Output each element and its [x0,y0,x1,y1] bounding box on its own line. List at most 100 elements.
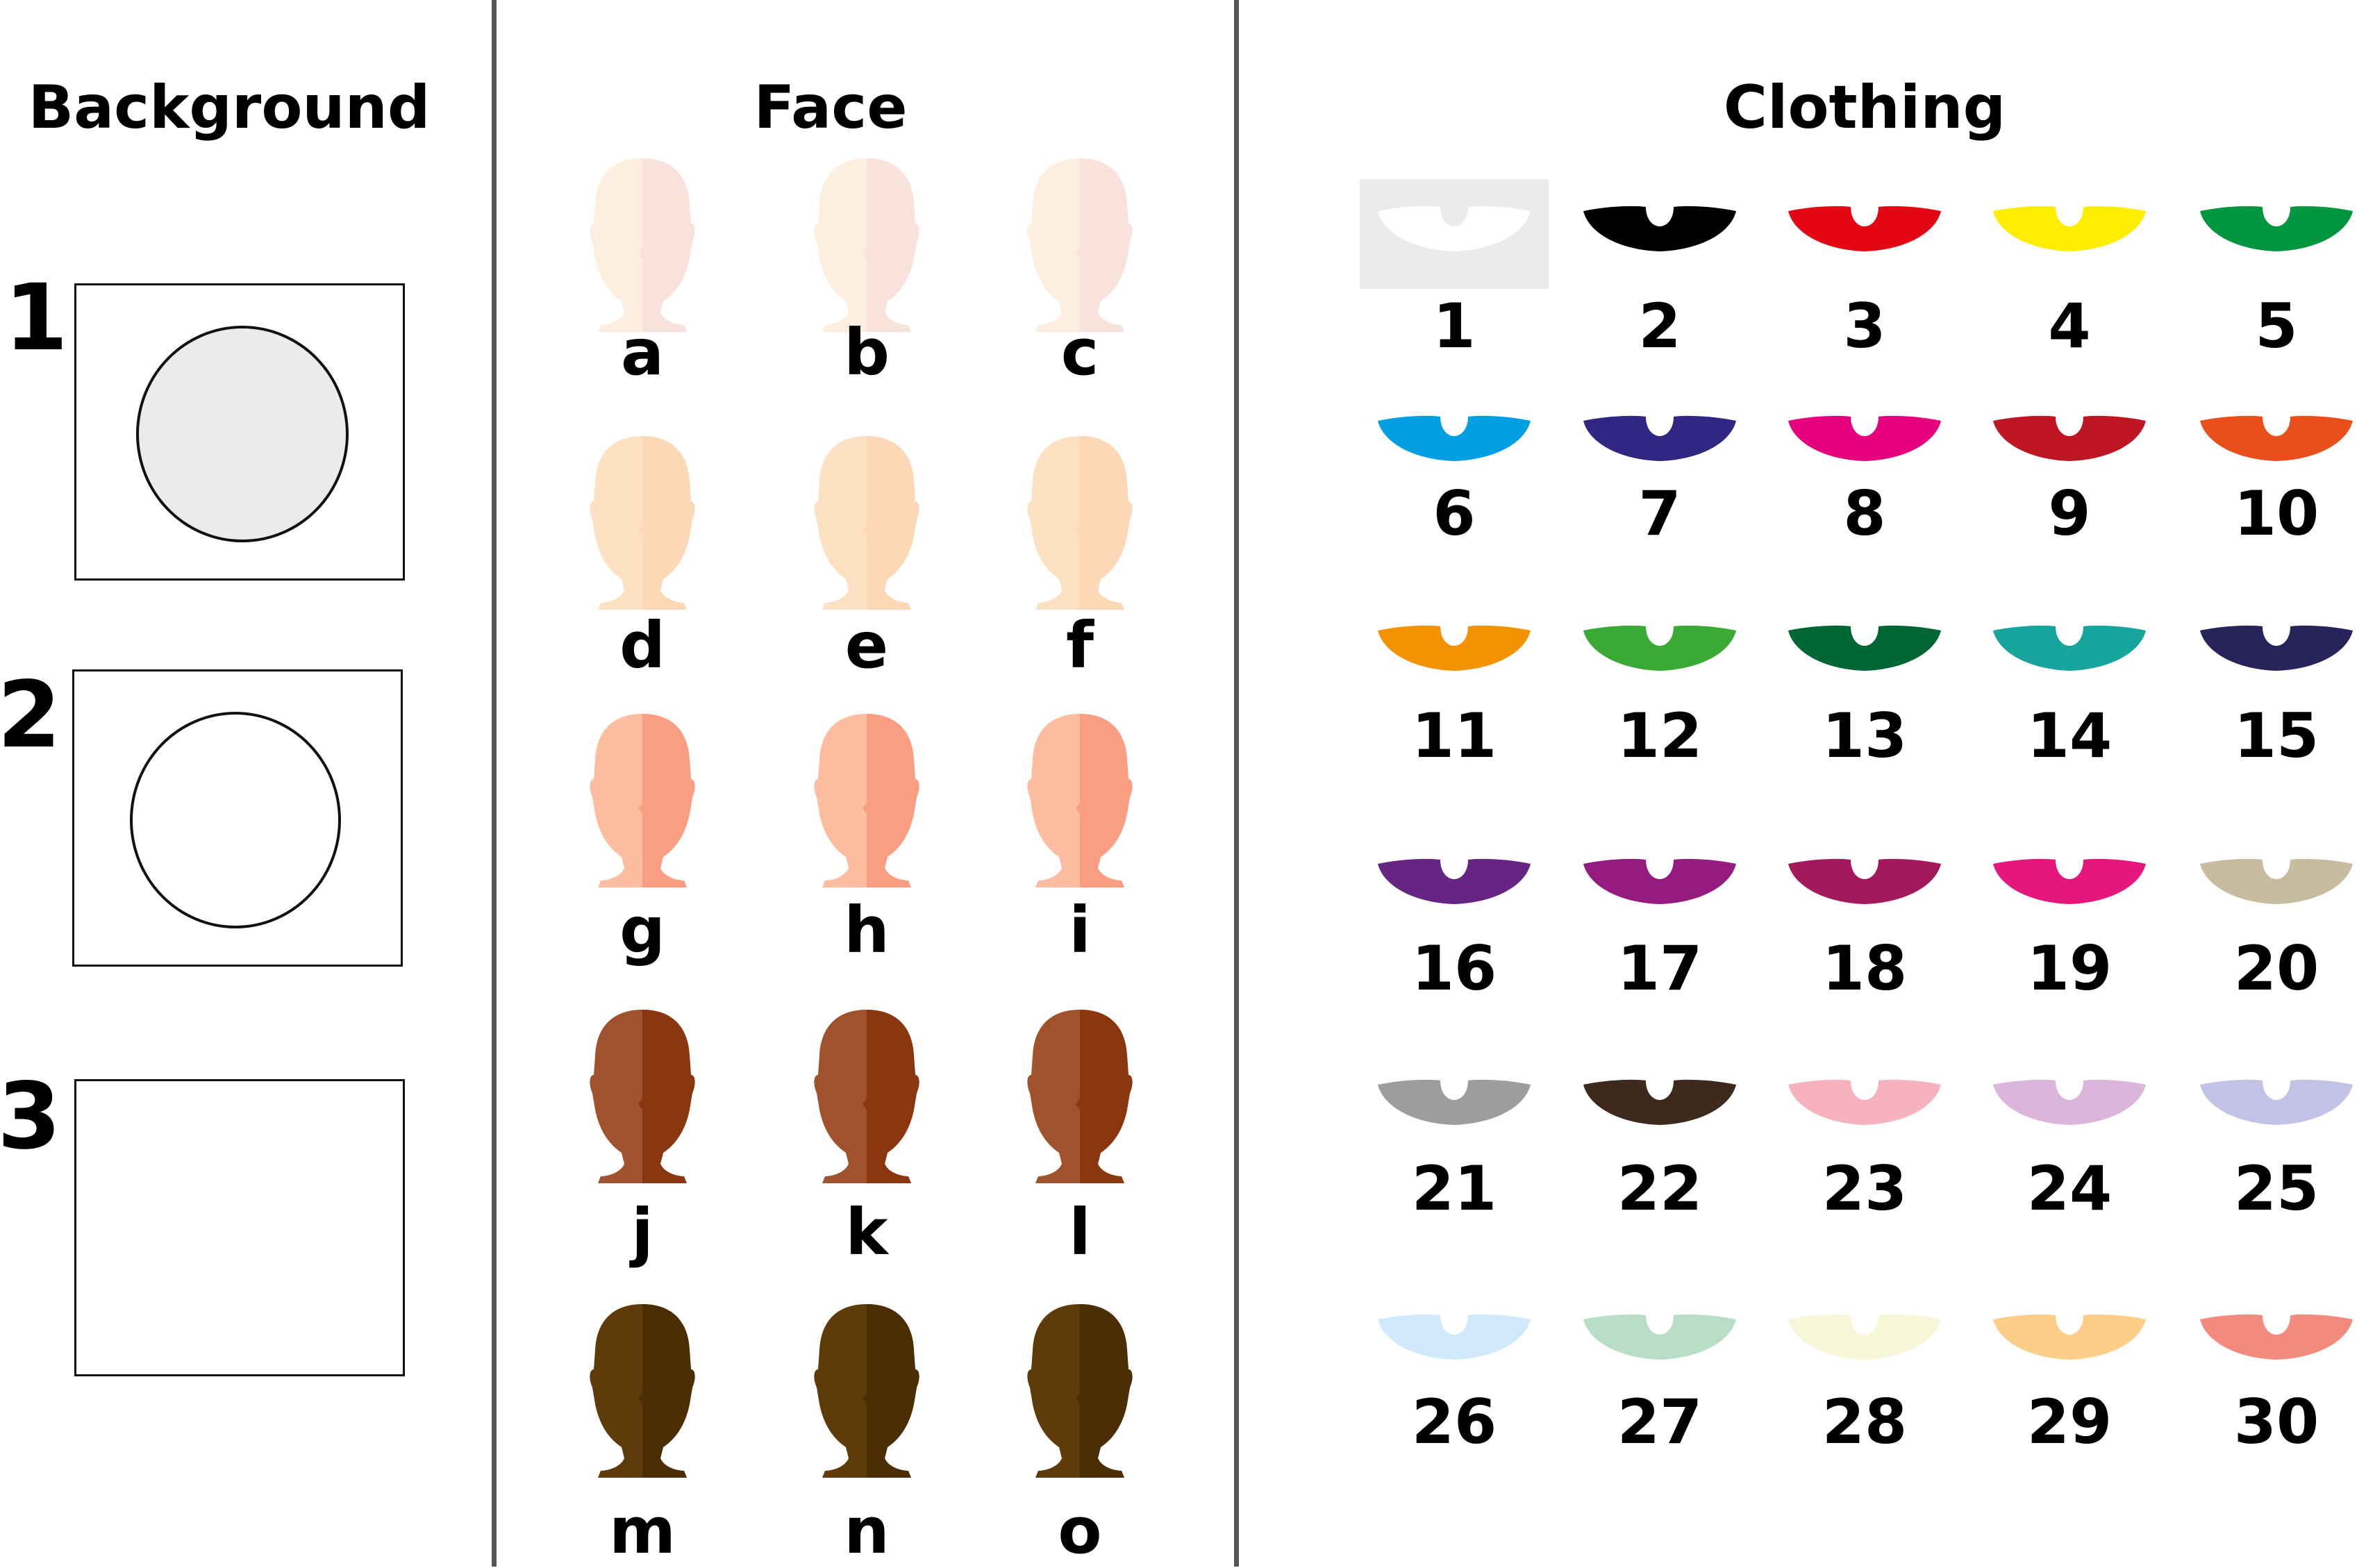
shirt-collar-icon [1788,858,1941,904]
clothing-option-1[interactable] [1376,204,1532,254]
clothing-option-26[interactable] [1376,1312,1532,1362]
clothing-option-20[interactable] [2199,857,2354,907]
background-circle [130,712,341,928]
clothing-option-label: 15 [2233,700,2319,772]
clothing-option-label: 21 [1411,1153,1497,1224]
background-option-1[interactable] [74,283,405,581]
clothing-option-10[interactable] [2199,414,2354,464]
clothing-option-label: 5 [2255,290,2298,362]
clothing-option-label: 7 [1638,478,1681,549]
face-option-label: d [619,608,665,683]
face-option-f[interactable] [1024,432,1135,612]
clothing-option-18[interactable] [1787,857,1942,907]
shirt-collar-icon [1993,1079,2146,1125]
clothing-heading: Clothing [1723,73,2006,142]
background-option-number: 2 [0,662,61,769]
head-silhouette-icon [1027,1304,1133,1478]
clothing-option-label: 17 [1617,933,1703,1004]
shirt-collar-icon [1378,1079,1531,1125]
face-option-d[interactable] [587,432,698,612]
clothing-option-14[interactable] [1992,624,2147,674]
clothing-option-4[interactable] [1992,204,2147,254]
face-option-e[interactable] [811,432,922,612]
shirt-collar-icon [1583,1314,1736,1360]
background-heading: Background [28,73,431,142]
face-option-label: l [1069,1195,1091,1269]
clothing-option-label: 4 [2048,290,2091,362]
head-silhouette-icon [1027,436,1133,610]
face-option-o[interactable] [1024,1300,1135,1481]
face-option-label: e [844,608,889,683]
shirt-collar-icon [1788,1079,1941,1125]
clothing-option-30[interactable] [2199,1312,2354,1362]
head-silhouette-icon [814,714,919,887]
face-heading: Face [753,73,908,142]
clothing-option-16[interactable] [1376,857,1532,907]
shirt-collar-icon [2200,206,2353,251]
clothing-option-13[interactable] [1787,624,1942,674]
clothing-option-11[interactable] [1376,624,1532,674]
clothing-option-29[interactable] [1992,1312,2147,1362]
shirt-collar-icon [1378,625,1531,671]
background-option-number: 1 [4,265,68,372]
clothing-option-label: 24 [2026,1153,2113,1224]
shirt-collar-icon [1788,415,1941,461]
face-option-label: k [845,1195,888,1269]
clothing-option-12[interactable] [1582,624,1738,674]
face-option-label: g [619,893,665,967]
face-option-n[interactable] [811,1300,922,1481]
shirt-collar-icon [1993,415,2146,461]
face-option-l[interactable] [1024,1006,1135,1186]
clothing-option-label: 10 [2233,478,2319,549]
shirt-collar-icon [2200,415,2353,461]
clothing-option-label: 6 [1433,478,1476,549]
shirt-collar-icon [2200,625,2353,671]
face-option-i[interactable] [1024,710,1135,890]
face-option-c[interactable] [1024,154,1135,335]
clothing-option-label: 1 [1433,290,1476,362]
face-option-g[interactable] [587,710,698,890]
face-option-j[interactable] [587,1006,698,1186]
face-option-m[interactable] [587,1300,698,1481]
clothing-option-15[interactable] [2199,624,2354,674]
shirt-collar-icon [1583,1079,1736,1125]
clothing-option-2[interactable] [1582,204,1738,254]
clothing-option-label: 9 [2048,478,2091,549]
clothing-option-9[interactable] [1992,414,2147,464]
clothing-option-27[interactable] [1582,1312,1738,1362]
background-option-2[interactable] [72,669,403,967]
clothing-option-6[interactable] [1376,414,1532,464]
shirt-collar-icon [1583,625,1736,671]
shirt-collar-icon [1378,858,1531,904]
face-option-a[interactable] [587,154,698,335]
clothing-option-8[interactable] [1787,414,1942,464]
clothing-option-5[interactable] [2199,204,2354,254]
clothing-option-label: 18 [1822,933,1908,1004]
clothing-option-3[interactable] [1787,204,1942,254]
clothing-option-label: 12 [1617,700,1703,772]
face-option-h[interactable] [811,710,922,890]
clothing-option-17[interactable] [1582,857,1738,907]
head-silhouette-icon [590,714,695,887]
clothing-option-21[interactable] [1376,1078,1532,1128]
clothing-option-23[interactable] [1787,1078,1942,1128]
clothing-option-22[interactable] [1582,1078,1738,1128]
clothing-option-label: 19 [2026,933,2113,1004]
face-option-b[interactable] [811,154,922,335]
head-silhouette-icon [1027,1010,1133,1183]
face-option-label: o [1058,1494,1102,1568]
shirt-collar-icon [1378,1314,1531,1360]
clothing-option-24[interactable] [1992,1078,2147,1128]
clothing-option-7[interactable] [1582,414,1738,464]
clothing-option-19[interactable] [1992,857,2147,907]
shirt-collar-icon [1378,206,1531,251]
head-silhouette-icon [590,1304,695,1478]
clothing-option-28[interactable] [1787,1312,1942,1362]
background-option-3[interactable] [74,1079,405,1376]
column-divider-left [492,0,497,1567]
face-option-label: b [844,315,890,390]
clothing-option-label: 14 [2026,700,2113,772]
clothing-option-label: 26 [1411,1386,1497,1458]
clothing-option-25[interactable] [2199,1078,2354,1128]
face-option-k[interactable] [811,1006,922,1186]
